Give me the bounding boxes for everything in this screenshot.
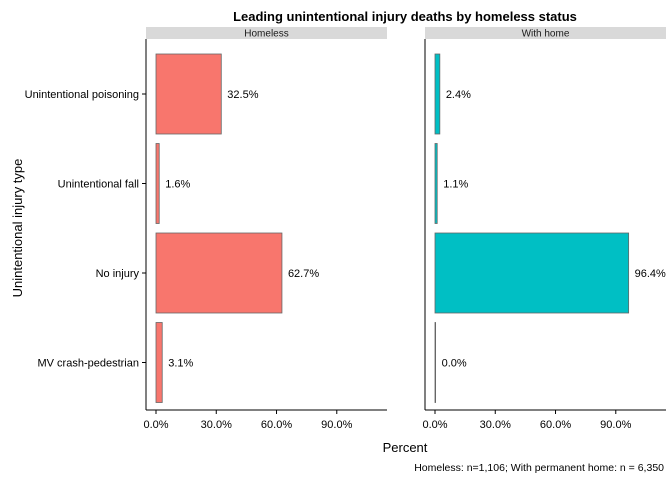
facet-with-home: With home 0.0% 30.0% 60.0% 90.0% 2.4% 1.1% 96.4… [422,27,666,431]
y-category-label: Unintentional fall [58,179,139,191]
bar [434,232,630,314]
facet-strip-label: Homeless [244,29,288,40]
chart-title: Leading unintentional injury deaths by h… [233,9,577,24]
facet-strip [425,27,666,39]
x-tick-label: 60.0% [540,419,571,431]
bar [434,143,438,224]
x-axis-title: Percent [383,440,428,455]
chart-caption: Homeless: n=1,106; With permanent home: … [414,462,664,474]
bar-value-label: 3.1% [168,358,193,370]
bar [155,143,160,224]
facet-strip [146,27,387,39]
bar-value-label: 62.7% [288,268,319,280]
y-category-label: MV crash-pedestrian [38,358,140,370]
bar-value-label: 2.4% [446,89,471,101]
x-tick-label: 30.0% [480,419,511,431]
bar [155,322,163,403]
y-axis-title: Unintentional injury type [10,159,25,298]
x-tick-label: 0.0% [143,419,168,431]
bar-value-label: 1.6% [165,179,190,191]
bar-value-label: 32.5% [227,89,258,101]
x-tick-label: 90.0% [600,419,631,431]
bar-value-label: 0.0% [442,358,467,370]
facet-strip-label: With home [522,29,570,40]
y-category-label: No injury [96,268,140,280]
bar-value-label: 1.1% [443,179,468,191]
x-tick-label: 60.0% [261,419,292,431]
bar [434,322,437,403]
bar [155,232,283,314]
bar-value-label: 96.4% [635,268,666,280]
x-tick-label: 0.0% [422,419,447,431]
x-tick-label: 30.0% [201,419,232,431]
y-category-label: Unintentional poisoning [25,89,139,101]
x-tick-label: 90.0% [321,419,352,431]
y-axis-category-labels: Unintentional poisoning Unintentional fal… [25,89,146,370]
bar [434,53,441,135]
bar [155,53,222,135]
facet-panels: Homeless 0.0% 30.0% 60.0% 90.0% 32.5% 1.6% 62.7… [143,27,666,431]
facet-homeless: Homeless 0.0% 30.0% 60.0% 90.0% 32.5% 1.6% 62.7… [143,27,387,431]
